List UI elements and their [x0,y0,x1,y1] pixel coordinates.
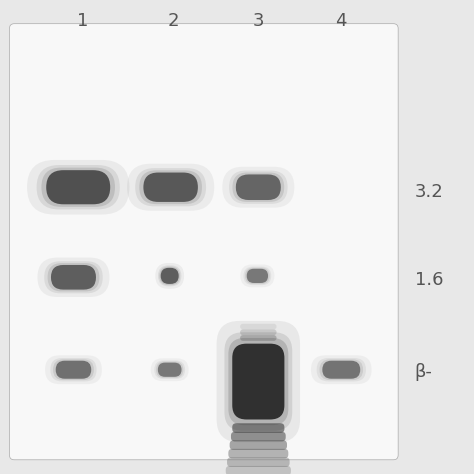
FancyBboxPatch shape [37,257,109,297]
FancyBboxPatch shape [229,440,287,450]
FancyBboxPatch shape [155,263,184,289]
FancyBboxPatch shape [41,168,115,207]
FancyBboxPatch shape [143,173,198,202]
FancyBboxPatch shape [135,168,206,206]
Text: 3.2: 3.2 [415,183,444,201]
FancyBboxPatch shape [245,268,270,284]
FancyBboxPatch shape [53,359,94,380]
FancyBboxPatch shape [317,358,366,382]
FancyBboxPatch shape [226,466,291,474]
FancyBboxPatch shape [127,164,214,211]
Text: 1.6: 1.6 [415,271,443,289]
FancyBboxPatch shape [158,265,182,286]
FancyBboxPatch shape [156,362,183,378]
FancyBboxPatch shape [232,173,284,202]
FancyBboxPatch shape [240,264,274,287]
FancyBboxPatch shape [56,361,91,379]
Text: 1: 1 [77,12,89,30]
FancyBboxPatch shape [232,344,284,419]
FancyBboxPatch shape [44,261,103,293]
FancyBboxPatch shape [319,359,363,380]
Text: 3: 3 [253,12,264,30]
FancyBboxPatch shape [50,358,97,382]
FancyBboxPatch shape [159,266,180,285]
FancyBboxPatch shape [51,265,96,290]
Text: 4: 4 [336,12,347,30]
FancyBboxPatch shape [232,423,284,433]
FancyBboxPatch shape [228,338,288,425]
FancyBboxPatch shape [322,361,360,379]
FancyBboxPatch shape [36,165,120,210]
FancyBboxPatch shape [236,174,281,200]
FancyBboxPatch shape [222,167,294,208]
FancyBboxPatch shape [158,363,182,377]
FancyBboxPatch shape [9,24,398,460]
FancyBboxPatch shape [27,160,129,215]
FancyBboxPatch shape [247,269,268,283]
FancyBboxPatch shape [244,267,271,285]
FancyBboxPatch shape [311,356,372,384]
Text: 2: 2 [167,12,179,30]
FancyBboxPatch shape [155,360,185,379]
FancyBboxPatch shape [45,356,102,384]
FancyBboxPatch shape [228,449,288,458]
FancyBboxPatch shape [240,329,277,335]
FancyBboxPatch shape [161,268,179,284]
FancyBboxPatch shape [227,457,290,467]
FancyBboxPatch shape [225,332,292,431]
FancyBboxPatch shape [46,170,110,204]
FancyBboxPatch shape [139,170,202,204]
FancyBboxPatch shape [47,263,100,292]
Text: β-: β- [415,363,433,381]
FancyBboxPatch shape [151,358,189,381]
FancyBboxPatch shape [240,324,277,329]
FancyBboxPatch shape [217,321,300,442]
FancyBboxPatch shape [231,432,286,441]
FancyBboxPatch shape [229,171,288,204]
FancyBboxPatch shape [240,335,277,341]
